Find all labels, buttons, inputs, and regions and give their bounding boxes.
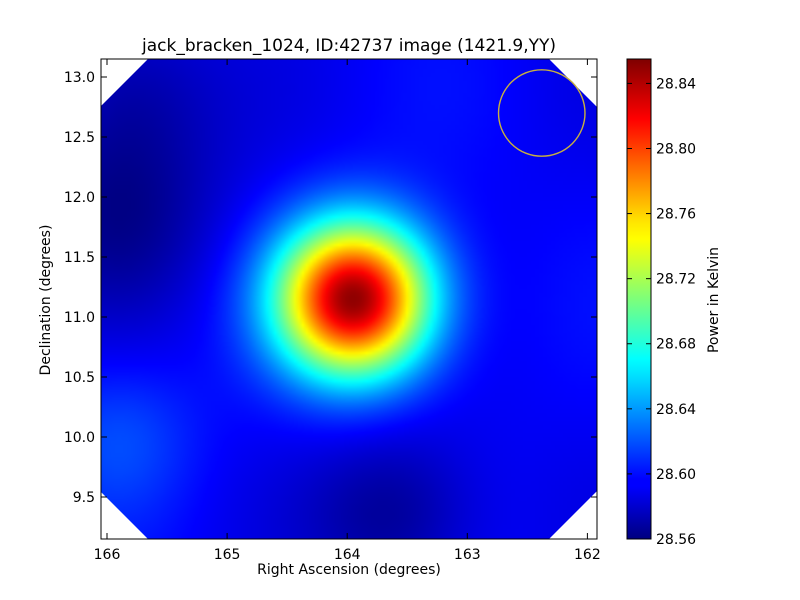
y-tick-label: 12.5 — [64, 130, 95, 146]
colorbar-tick-label: 28.80 — [656, 141, 696, 157]
colorbar-tick-label: 28.68 — [656, 337, 696, 353]
colorbar-tick-label: 28.76 — [656, 207, 696, 223]
x-tick-label: 165 — [214, 547, 241, 563]
x-tick-label: 166 — [94, 547, 121, 563]
plot-frame — [100, 58, 598, 540]
colorbar-tick-label: 28.60 — [656, 467, 696, 483]
y-tick-label: 11.0 — [64, 310, 95, 326]
y-tick-label: 10.0 — [64, 430, 95, 446]
y-tick-label: 10.5 — [64, 370, 95, 386]
beam-circle — [497, 69, 586, 157]
y-axis-label: Declination (degrees) — [38, 224, 54, 376]
colorbar-tick-label: 28.56 — [656, 532, 696, 548]
chart-title: jack_bracken_1024, ID:42737 image (1421.… — [141, 36, 556, 56]
colorbar-tick-label: 28.72 — [656, 272, 696, 288]
y-tick-label: 12.0 — [64, 190, 95, 206]
y-tick-label: 11.5 — [64, 250, 95, 266]
colorbar-tick-label: 28.84 — [656, 76, 696, 92]
colorbar-tick-label: 28.64 — [656, 402, 696, 418]
x-tick-label: 164 — [334, 547, 361, 563]
colorbar-frame — [626, 58, 652, 540]
x-tick-label: 163 — [454, 547, 481, 563]
heatmap — [101, 59, 597, 539]
colorbar-label: Power in Kelvin — [706, 246, 722, 354]
colorbar-axis: 28.56 28.60 28.64 28.68 28.72 28.76 28.80 28.84 — [627, 76, 696, 548]
x-axis-label: Right Ascension (degrees) — [257, 562, 441, 578]
colorbar — [627, 59, 651, 539]
x-axis: 166 165 164 163 162 — [94, 59, 601, 563]
y-tick-label: 9.5 — [73, 490, 95, 506]
x-tick-label: 162 — [574, 547, 601, 563]
y-tick-label: 13.0 — [64, 70, 95, 86]
y-axis: 9.5 10.0 10.5 11.0 11.5 12.0 12.5 13.0 — [64, 70, 597, 506]
